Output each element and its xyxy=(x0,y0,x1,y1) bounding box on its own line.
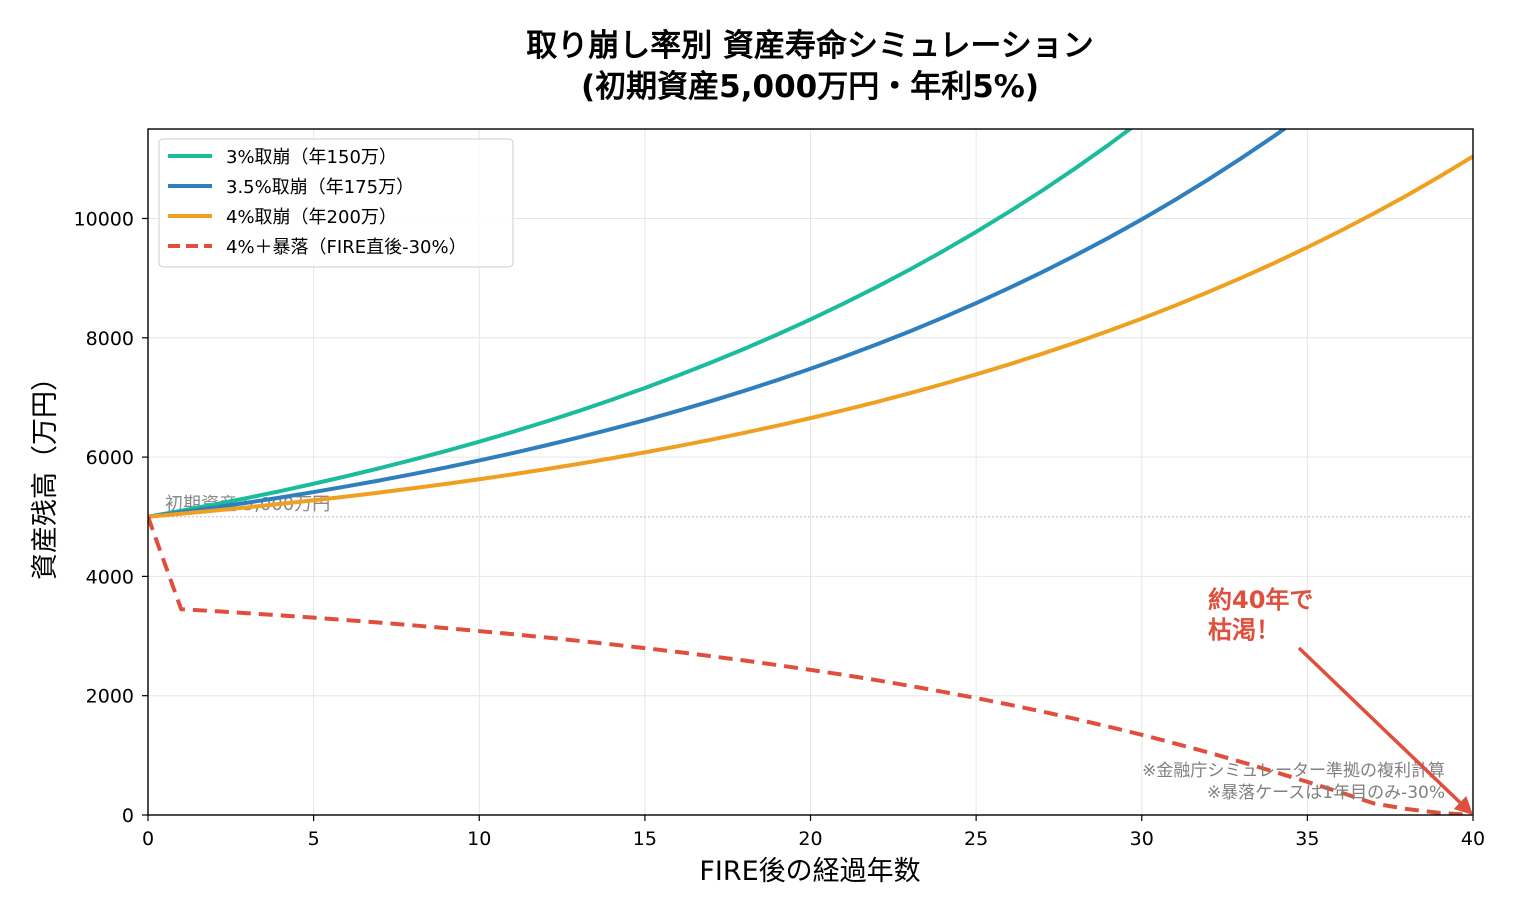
y-tick-label: 2000 xyxy=(86,686,134,708)
legend-label-3-5pct: 3.5%取崩（年175万） xyxy=(226,177,414,198)
legend-box xyxy=(158,138,514,268)
series-line-2 xyxy=(148,154,1473,519)
x-tick-label: 35 xyxy=(1295,828,1319,850)
y-tick-label: 4000 xyxy=(86,566,134,588)
series-line-3 xyxy=(148,516,1473,815)
x-tick-label: 15 xyxy=(633,828,657,850)
annotation-line-1: 約40年で xyxy=(1208,586,1313,614)
annotation-arrow xyxy=(1297,646,1462,804)
y-axis-ticks: 0 2000 4000 6000 8000 10000 xyxy=(74,208,148,827)
y-tick-label: 0 xyxy=(122,805,134,827)
legend-label-4pct-crash: 4%＋暴落（FIRE直後-30%） xyxy=(226,237,467,258)
y-axis-label: 資産残高（万円） xyxy=(30,364,61,580)
x-tick-label: 20 xyxy=(798,828,822,850)
chart-title-line-1: 取り崩し率別 資産寿命シミュレーション xyxy=(526,28,1094,64)
depletion-annotation: 約40年で 枯渇！ xyxy=(1208,586,1473,815)
x-tick-label: 5 xyxy=(308,828,320,850)
legend: 3%取崩（年150万） 3.5%取崩（年175万） 4%取崩（年200万） 4%… xyxy=(158,138,514,268)
legend-label-4pct: 4%取崩（年200万） xyxy=(226,207,397,228)
y-tick-label: 6000 xyxy=(86,447,134,469)
x-axis-ticks: 0 5 10 15 20 25 30 35 40 xyxy=(142,815,1485,850)
x-tick-label: 10 xyxy=(467,828,491,850)
legend-label-3pct: 3%取崩（年150万） xyxy=(226,147,397,168)
series-line-1 xyxy=(148,129,1288,519)
series-line-0 xyxy=(148,129,1134,519)
y-tick-label: 10000 xyxy=(74,208,134,230)
x-tick-label: 30 xyxy=(1130,828,1154,850)
note-line-2: ※暴落ケースは1年目のみ-30% xyxy=(1207,783,1445,803)
series-group xyxy=(148,129,1473,815)
chart-title-line-2: (初期資産5,000万円・年利5%) xyxy=(581,69,1039,105)
x-tick-label: 40 xyxy=(1461,828,1485,850)
x-tick-label: 25 xyxy=(964,828,988,850)
x-tick-label: 0 xyxy=(142,828,154,850)
note-line-1: ※金融庁シミュレーター準拠の複利計算 xyxy=(1142,761,1445,781)
annotation-line-2: 枯渇！ xyxy=(1208,616,1280,644)
y-tick-label: 8000 xyxy=(86,328,134,350)
annotation-arrowhead xyxy=(1453,796,1473,815)
x-axis-label: FIRE後の経過年数 xyxy=(699,856,920,887)
